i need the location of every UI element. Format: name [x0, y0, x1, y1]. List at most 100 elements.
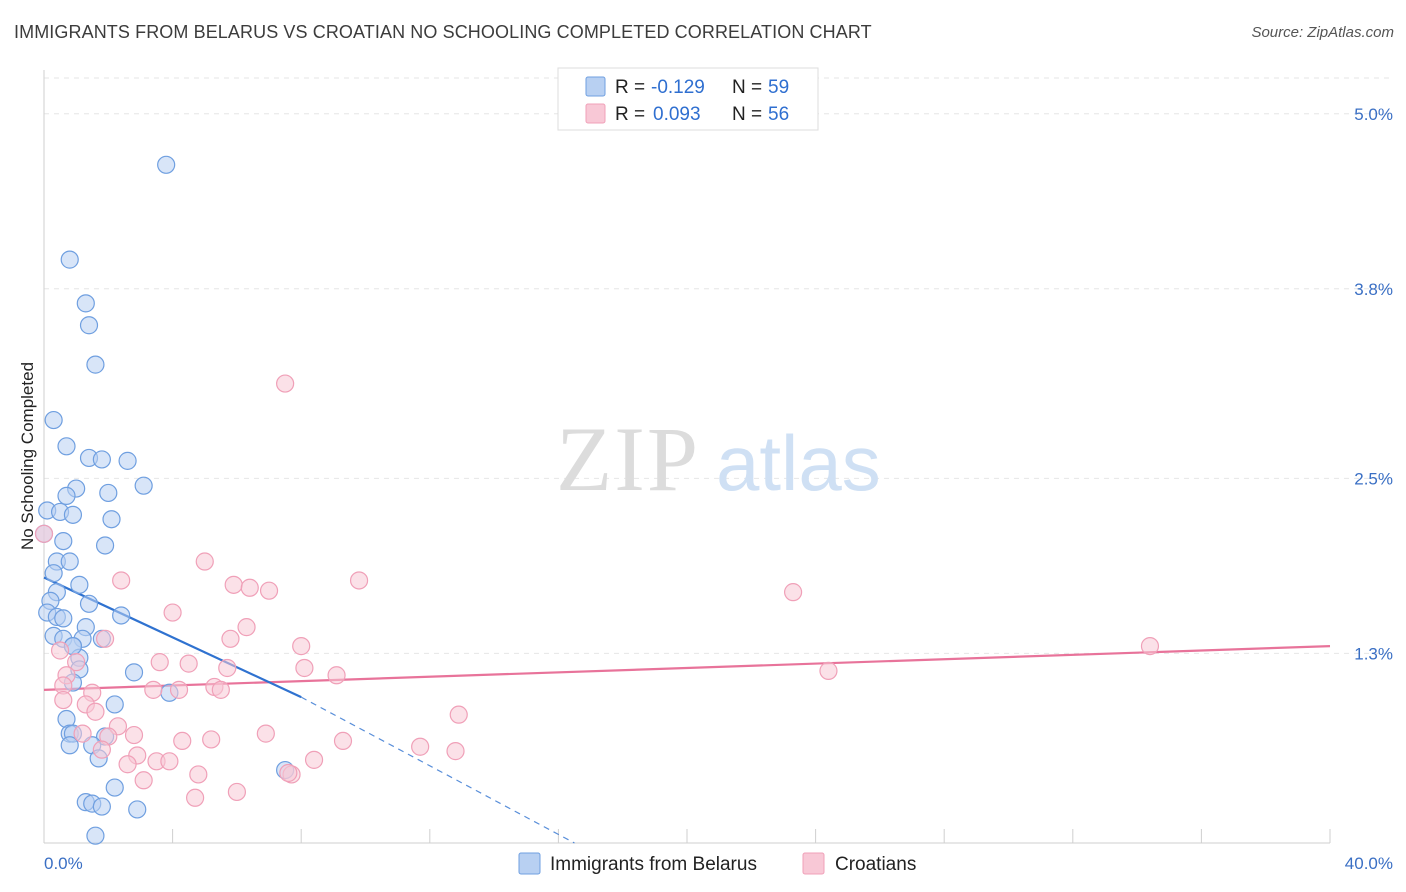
belarus-point	[86, 355, 105, 374]
croatians-point	[783, 583, 803, 602]
croatians-point	[160, 752, 179, 771]
croatians-point	[202, 730, 221, 749]
legend-swatch-belarus	[585, 76, 606, 97]
croatians-point	[92, 740, 111, 759]
belarus-point	[60, 552, 79, 571]
croatians-point	[411, 737, 430, 756]
belarus-point	[118, 451, 137, 470]
legend-swatch-croatians	[585, 103, 606, 124]
belarus-point	[102, 510, 121, 529]
bottom-legend-swatch-belarus	[518, 852, 541, 875]
croatians-point	[195, 552, 214, 571]
croatians-point	[118, 755, 137, 774]
croatians-point	[446, 742, 465, 761]
croatians-point	[163, 603, 182, 622]
bottom-legend: Immigrants from Belarus Croatians	[518, 852, 916, 875]
x-ticks	[43, 829, 1331, 843]
croatians-point	[50, 641, 70, 660]
croatians-point	[150, 653, 169, 672]
croatians-point	[124, 725, 144, 745]
legend-r-label-croatians: R =	[615, 104, 645, 125]
croatians-point	[73, 724, 92, 743]
watermark-zip: ZIP	[556, 408, 700, 510]
belarus-point	[44, 410, 63, 430]
bottom-legend-swatch-croatians	[802, 852, 825, 875]
belarus-point	[112, 606, 131, 625]
croatians-point	[349, 571, 369, 590]
belarus-point	[60, 250, 79, 269]
bottom-legend-label-croatians: Croatians	[835, 854, 916, 875]
croatians-point	[237, 618, 256, 637]
croatians-point	[144, 680, 163, 699]
legend-n-label-belarus: N =	[732, 77, 762, 98]
legend-n-value-croatians: 56	[768, 104, 789, 125]
belarus-point	[134, 476, 153, 495]
belarus-point	[54, 609, 73, 628]
croatians-point	[179, 654, 198, 673]
croatians-point	[67, 653, 86, 672]
y-tick-label: 2.5%	[1354, 469, 1393, 488]
croatians-point	[173, 731, 192, 751]
legend-box: R = -0.129 N = 59 R = 0.093 N = 56	[557, 67, 819, 131]
belarus-point	[70, 575, 89, 594]
series-croatians-points	[34, 374, 1160, 807]
watermark-atlas: atlas	[716, 419, 881, 507]
belarus-point	[76, 294, 95, 313]
trend-lines	[43, 576, 1331, 844]
croatians-point	[134, 771, 153, 790]
croatians-point	[259, 581, 279, 600]
croatians-point	[218, 658, 237, 678]
x-tick-label-min: 0.0%	[44, 854, 83, 873]
croatians-point	[34, 524, 54, 543]
croatians-point	[169, 680, 189, 699]
y-tick-label: 5.0%	[1354, 105, 1393, 124]
croatians-point	[819, 661, 838, 680]
croatians-point	[333, 731, 353, 751]
croatians-point	[86, 702, 105, 721]
chart-source: Source: ZipAtlas.com	[1251, 24, 1394, 41]
croatians-point	[279, 763, 298, 783]
belarus-point	[79, 316, 99, 335]
croatians-point	[186, 788, 205, 807]
y-tick-label: 3.8%	[1354, 280, 1393, 299]
x-tick-label-max: 40.0%	[1345, 854, 1393, 873]
watermark: ZIP atlas	[556, 408, 881, 510]
croatians-point	[112, 571, 131, 590]
croatians-point	[221, 629, 240, 648]
y-axis-label: No Schooling Completed	[18, 362, 37, 550]
legend-r-label-belarus: R =	[615, 77, 645, 98]
trend-line-belarus-extension	[300, 696, 575, 844]
belarus-point	[95, 536, 115, 555]
series-belarus-points	[34, 155, 295, 845]
belarus-point	[57, 486, 76, 505]
chart-title: IMMIGRANTS FROM BELARUS VS CROATIAN NO S…	[14, 22, 872, 42]
belarus-point	[79, 594, 99, 613]
croatians-point	[276, 374, 295, 393]
belarus-point	[54, 531, 73, 551]
belarus-point	[44, 564, 63, 583]
legend-n-label-croatians: N =	[732, 104, 762, 125]
y-tick-label: 1.3%	[1354, 644, 1393, 663]
croatians-point	[240, 578, 259, 597]
croatians-point	[327, 666, 346, 685]
croatians-point	[54, 690, 73, 710]
legend-r-value-croatians: 0.093	[653, 104, 701, 125]
croatians-point	[224, 575, 243, 594]
legend-r-value-belarus: -0.129	[651, 77, 705, 98]
croatians-point	[95, 629, 115, 648]
belarus-point	[92, 450, 111, 469]
belarus-point	[63, 505, 83, 524]
belarus-point	[157, 155, 176, 174]
croatians-point	[1140, 637, 1160, 656]
y-tick-labels: 1.3% 2.5% 3.8% 5.0%	[1354, 105, 1393, 664]
belarus-point	[92, 797, 111, 816]
belarus-point	[57, 437, 76, 456]
croatians-point	[189, 765, 208, 784]
croatians-point	[295, 658, 314, 678]
croatians-point	[304, 750, 324, 769]
grid-lines	[44, 77, 1390, 654]
belarus-point	[105, 695, 124, 714]
belarus-point	[105, 778, 124, 797]
belarus-point	[128, 800, 147, 819]
